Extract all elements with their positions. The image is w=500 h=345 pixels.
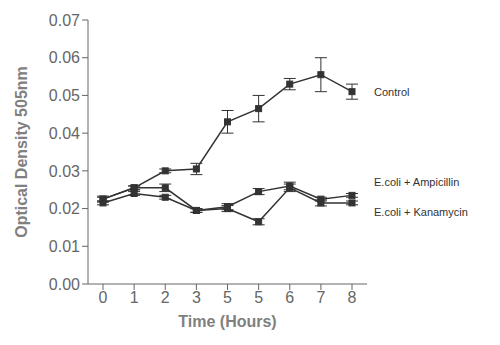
svg-text:0.02: 0.02 [49, 200, 80, 217]
svg-text:5: 5 [223, 289, 232, 306]
svg-text:0: 0 [99, 289, 108, 306]
svg-text:Control: Control [374, 86, 409, 98]
svg-text:1: 1 [130, 289, 139, 306]
svg-text:0.01: 0.01 [49, 238, 80, 255]
svg-text:0.00: 0.00 [49, 276, 80, 293]
svg-text:8: 8 [348, 289, 357, 306]
svg-text:E.coli + Ampicillin: E.coli + Ampicillin [374, 176, 459, 188]
svg-text:0.05: 0.05 [49, 87, 80, 104]
svg-text:6: 6 [285, 289, 294, 306]
svg-text:2: 2 [161, 289, 170, 306]
svg-text:Time (Hours): Time (Hours) [178, 313, 276, 330]
svg-text:0.06: 0.06 [49, 49, 80, 66]
svg-text:3: 3 [192, 289, 201, 306]
svg-text:5: 5 [254, 289, 263, 306]
svg-text:Optical Density 505nm: Optical Density 505nm [13, 66, 30, 238]
svg-text:0.03: 0.03 [49, 163, 80, 180]
svg-text:0.07: 0.07 [49, 12, 80, 29]
svg-text:0.04: 0.04 [49, 125, 80, 142]
svg-text:E.coli + Kanamycin: E.coli + Kanamycin [374, 206, 468, 218]
svg-text:7: 7 [316, 289, 325, 306]
